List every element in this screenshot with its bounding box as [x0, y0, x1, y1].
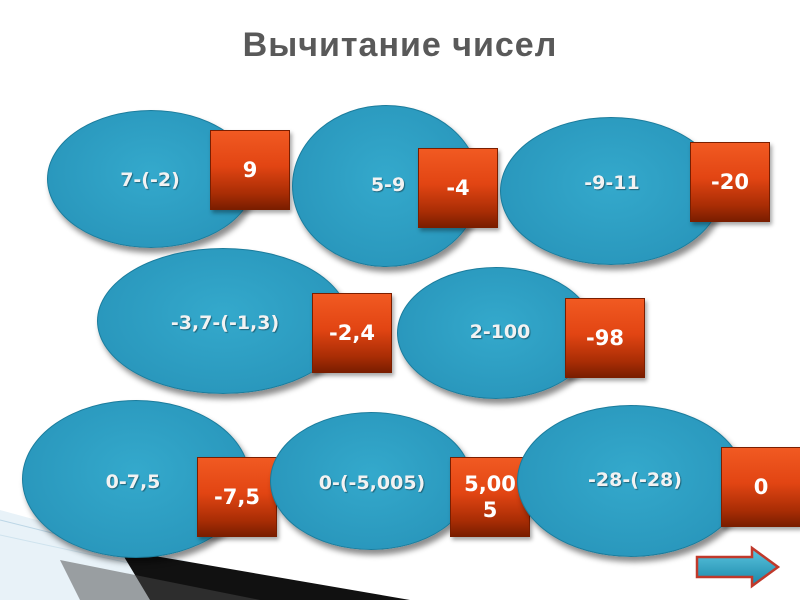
expression: -28-(-28) — [588, 469, 682, 491]
oval — [500, 117, 722, 265]
answer-card: 9 — [210, 130, 290, 210]
slide-title: Вычитание чисел — [242, 26, 558, 64]
answer-card: -98 — [565, 298, 645, 378]
next-button[interactable] — [694, 545, 784, 589]
expression: 5-9 — [370, 174, 406, 196]
answer-card: -4 — [418, 148, 498, 228]
expression: 0-7,5 — [105, 471, 161, 493]
expression: 0-(-5,005) — [318, 472, 426, 494]
answer-card: 0 — [721, 447, 800, 527]
oval — [517, 405, 745, 557]
oval — [270, 412, 472, 550]
expression: -3,7-(-1,3) — [170, 312, 280, 334]
answer-card: -20 — [690, 142, 770, 222]
expression: 2-100 — [469, 321, 531, 343]
answer-card: -2,4 — [312, 293, 392, 373]
expression: 7-(-2) — [120, 169, 180, 191]
expression: -9-11 — [584, 172, 640, 194]
answer-card: 5,005 — [450, 457, 530, 537]
answer-card: -7,5 — [197, 457, 277, 537]
